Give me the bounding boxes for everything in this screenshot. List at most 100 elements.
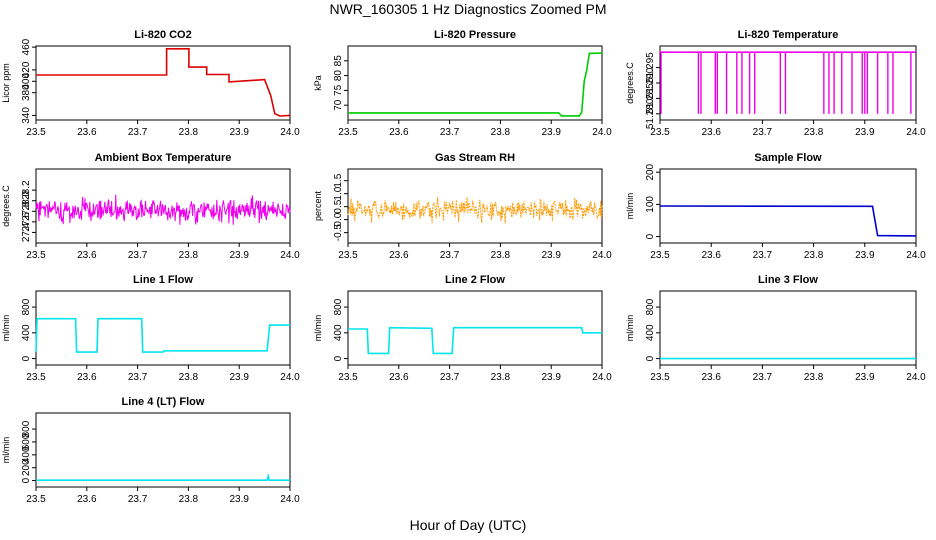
- panel-9-xtick-label: 24.0: [906, 372, 926, 383]
- panel-1-title: Li-820 CO2: [134, 29, 191, 41]
- panel-8-ytick-label: 800: [333, 298, 344, 315]
- panel-2-xtick-label: 23.8: [491, 127, 511, 138]
- panel-4-series-line: [35, 194, 291, 225]
- panel-7-ylabel: ml/min: [1, 315, 11, 342]
- panel-2-xtick-label: 23.5: [338, 127, 358, 138]
- panel-10-ytick-label: 800: [21, 420, 32, 437]
- panel-8-ytick-label: 0: [333, 355, 344, 361]
- panel-10-series-line: [36, 472, 290, 482]
- panel-6-title: Sample Flow: [754, 152, 822, 164]
- panel-5-ytick-label: 1.0: [333, 186, 344, 200]
- panel-4-ytick-label: 27.6: [21, 212, 32, 232]
- panel-8-frame: [347, 290, 603, 366]
- panel-4-xtick-label: 23.9: [229, 250, 249, 261]
- panel-3-xtick-label: 23.5: [650, 127, 670, 138]
- panel-9-xtick-label: 23.5: [650, 372, 670, 383]
- panel-4-xtick-label: 23.6: [77, 250, 97, 261]
- panel-1-xtick-label: 23.5: [26, 127, 46, 138]
- panel-6-ytick-label: 200: [645, 163, 656, 180]
- panel-2-xtick-label: 23.9: [541, 127, 561, 138]
- panel-6-ytick-label: 100: [645, 196, 656, 213]
- panel-7-title: Line 1 Flow: [133, 274, 193, 286]
- panel-8-xtick-label: 24.0: [592, 372, 612, 383]
- panel-4-ytick-label: 28.2: [21, 180, 32, 200]
- panel-2-xtick-label: 23.6: [389, 127, 409, 138]
- panel-7-xtick-label: 23.8: [179, 372, 199, 383]
- panel-7-series-line: [35, 317, 290, 353]
- panel-7-xtick-label: 24.0: [280, 372, 300, 383]
- panel-8-xtick-label: 23.7: [440, 372, 460, 383]
- panel-1-frame: [35, 45, 291, 121]
- panel-4-ytick-label: 27.8: [21, 201, 32, 221]
- panel-8-xtick-label: 23.6: [389, 372, 409, 383]
- panel-4-xtick-label: 24.0: [280, 250, 300, 261]
- panel-10-xtick-label: 23.7: [128, 494, 148, 505]
- panel-8-xtick-label: 23.9: [541, 372, 561, 383]
- panel-3-ytick-label: 51.295: [645, 52, 656, 83]
- panel-7-ytick-label: 0: [21, 355, 32, 361]
- panel-7-xtick-label: 23.5: [26, 372, 46, 383]
- panel-2-ytick-label: 70: [333, 99, 344, 111]
- panel-8-series-line: [348, 326, 602, 355]
- panel-3-ytick-label: 51.285: [645, 83, 656, 114]
- panel-1-ylabel: Licor ppm: [1, 63, 11, 103]
- panel-7-ytick-label: 400: [21, 324, 32, 341]
- panel-5-xtick-label: 23.7: [440, 250, 460, 261]
- panel-5-series-line: [347, 197, 603, 224]
- panel-7-xtick-label: 23.7: [128, 372, 148, 383]
- panel-5-ytick-label: 0.5: [333, 199, 344, 213]
- panel-9-title: Line 3 Flow: [758, 274, 818, 286]
- panel-6-xtick-label: 23.7: [753, 250, 773, 261]
- panel-10-xtick-label: 23.9: [229, 494, 249, 505]
- panel-8-ytick-label: 400: [333, 324, 344, 341]
- panel-4-xtick-label: 23.5: [26, 250, 46, 261]
- panel-10-xtick-label: 24.0: [280, 494, 300, 505]
- panel-6-xtick-label: 23.6: [701, 250, 721, 261]
- panel-1-xtick-label: 23.8: [179, 127, 199, 138]
- panel-9-xtick-label: 23.8: [804, 372, 824, 383]
- panel-6-xtick-label: 24.0: [906, 250, 926, 261]
- panel-3-ytick-label: 51.290: [645, 67, 656, 98]
- panel-7-xtick-label: 23.6: [77, 372, 97, 383]
- panel-5-ylabel: percent: [313, 190, 323, 221]
- panel-10-xtick-label: 23.6: [77, 494, 97, 505]
- panel-6-xtick-label: 23.9: [855, 250, 875, 261]
- panel-7-ytick-label: 800: [21, 298, 32, 315]
- panel-3-xtick-label: 23.7: [753, 127, 773, 138]
- panel-3-title: Li-820 Temperature: [738, 29, 839, 41]
- panel-2-xtick-label: 23.7: [440, 127, 460, 138]
- panel-3-xtick-label: 23.6: [701, 127, 721, 138]
- panel-10-title: Line 4 (LT) Flow: [122, 396, 205, 408]
- panel-9-ytick-label: 400: [645, 324, 656, 341]
- panel-1-ytick-label: 340: [21, 107, 32, 124]
- panel-5-ytick-label: 0.0: [333, 212, 344, 226]
- panel-5-xtick-label: 23.5: [338, 250, 358, 261]
- panel-5-title: Gas Stream RH: [435, 152, 515, 164]
- panel-1-xtick-label: 23.9: [229, 127, 249, 138]
- panel-1-xtick-label: 23.7: [128, 127, 148, 138]
- panel-4-xtick-label: 23.7: [128, 250, 148, 261]
- panel-4-title: Ambient Box Temperature: [95, 152, 232, 164]
- panel-3-xtick-label: 23.9: [855, 127, 875, 138]
- panel-2-title: Li-820 Pressure: [434, 29, 516, 41]
- panel-5-xtick-label: 23.9: [541, 250, 561, 261]
- panel-8-title: Line 2 Flow: [445, 274, 505, 286]
- panel-9-frame: [659, 290, 917, 366]
- panel-2-ytick-label: 80: [333, 70, 344, 82]
- panel-3-ytick-label: 51.280: [645, 98, 656, 129]
- panel-10-ytick-label: 400: [21, 446, 32, 463]
- panel-6-ylabel: ml/min: [625, 193, 635, 220]
- panel-4-ytick-label: 27.4: [21, 222, 32, 242]
- panel-3-xtick-label: 23.8: [804, 127, 824, 138]
- panel-8-xtick-label: 23.5: [338, 372, 358, 383]
- panel-9-xtick-label: 23.7: [753, 372, 773, 383]
- panel-6-series-line: [659, 205, 917, 237]
- panel-8-ylabel: ml/min: [313, 315, 323, 342]
- panel-1-series-line: [36, 47, 291, 117]
- panel-6-ytick-label: 0: [645, 233, 656, 239]
- panel-1-ytick-label: 420: [21, 61, 32, 78]
- panel-3-xtick-label: 24.0: [906, 127, 926, 138]
- panel-5-xtick-label: 24.0: [592, 250, 612, 261]
- figure-title: NWR_160305 1 Hz Diagnostics Zoomed PM: [329, 1, 607, 17]
